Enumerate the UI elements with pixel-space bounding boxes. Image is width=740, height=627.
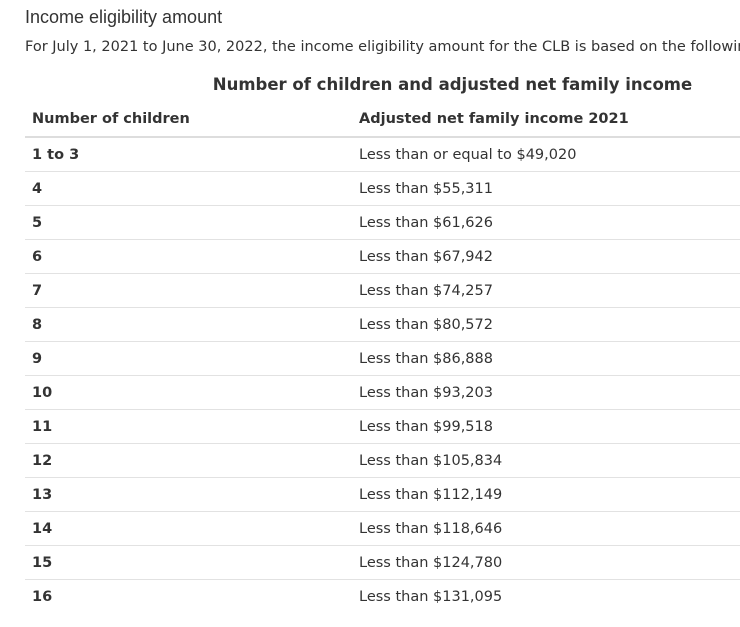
income-threshold-cell: Less than $93,203 bbox=[352, 375, 740, 410]
income-threshold-cell: Less than $112,149 bbox=[352, 477, 740, 512]
intro-paragraph: For July 1, 2021 to June 30, 2022, the i… bbox=[25, 39, 740, 55]
table-row: 1 to 3 Less than or equal to $49,020 bbox=[25, 137, 740, 172]
table-row: 11 Less than $99,518 bbox=[25, 409, 740, 444]
income-threshold-cell: Less than $61,626 bbox=[352, 205, 740, 240]
table-row: 4 Less than $55,311 bbox=[25, 171, 740, 206]
number-of-children-cell: 10 bbox=[25, 375, 352, 410]
column-header-adjusted-income: Adjusted net family income 2021 bbox=[352, 102, 740, 138]
column-header-number-of-children: Number of children bbox=[25, 102, 352, 138]
number-of-children-cell: 14 bbox=[25, 511, 352, 546]
number-of-children-cell: 1 to 3 bbox=[25, 137, 352, 172]
income-threshold-cell: Less than $99,518 bbox=[352, 409, 740, 444]
table-body: 1 to 3 Less than or equal to $49,020 4 Less… bbox=[25, 137, 740, 613]
number-of-children-cell: 13 bbox=[25, 477, 352, 512]
income-threshold-cell: Less than $118,646 bbox=[352, 511, 740, 546]
table-caption: Number of children and adjusted net fami… bbox=[212, 75, 693, 94]
income-threshold-cell: Less than $105,834 bbox=[352, 443, 740, 478]
number-of-children-cell: 12 bbox=[25, 443, 352, 478]
income-threshold-cell: Less than or equal to $49,020 bbox=[352, 137, 740, 172]
number-of-children-cell: 6 bbox=[25, 239, 352, 274]
number-of-children-cell: 4 bbox=[25, 171, 352, 206]
income-threshold-cell: Less than $55,311 bbox=[352, 171, 740, 206]
income-threshold-cell: Less than $80,572 bbox=[352, 307, 740, 342]
table-row: 6 Less than $67,942 bbox=[25, 239, 740, 274]
table-row: 8 Less than $80,572 bbox=[25, 307, 740, 342]
table-row: 15 Less than $124,780 bbox=[25, 545, 740, 580]
table-row: 5 Less than $61,626 bbox=[25, 205, 740, 240]
income-eligibility-table: Number of children Adjusted net family i… bbox=[25, 102, 740, 613]
number-of-children-cell: 11 bbox=[25, 409, 352, 444]
table-header: Number of children Adjusted net family i… bbox=[25, 102, 740, 138]
number-of-children-cell: 8 bbox=[25, 307, 352, 342]
table-row: 16 Less than $131,095 bbox=[25, 580, 740, 614]
number-of-children-cell: 5 bbox=[25, 205, 352, 240]
table-row: 14 Less than $118,646 bbox=[25, 511, 740, 546]
table-row: 7 Less than $74,257 bbox=[25, 273, 740, 308]
number-of-children-cell: 16 bbox=[32, 588, 53, 605]
table-header-row: Number of children Adjusted net family i… bbox=[25, 102, 740, 138]
income-threshold-cell: Less than $67,942 bbox=[352, 239, 740, 274]
table-row: 13 Less than $112,149 bbox=[25, 477, 740, 512]
number-of-children-cell: 7 bbox=[25, 273, 352, 308]
income-threshold-cell: Less than $86,888 bbox=[352, 341, 740, 376]
income-threshold-cell: Less than $74,257 bbox=[352, 273, 740, 308]
income-threshold-cell: Less than $131,095 bbox=[359, 588, 503, 605]
table-row: 10 Less than $93,203 bbox=[25, 375, 740, 410]
table-row: 9 Less than $86,888 bbox=[25, 341, 740, 376]
income-threshold-cell: Less than $124,780 bbox=[352, 545, 740, 580]
section-title: Income eligibility amount bbox=[25, 7, 223, 27]
number-of-children-cell: 15 bbox=[25, 545, 352, 580]
table-row: 12 Less than $105,834 bbox=[25, 443, 740, 478]
number-of-children-cell: 9 bbox=[25, 341, 352, 376]
